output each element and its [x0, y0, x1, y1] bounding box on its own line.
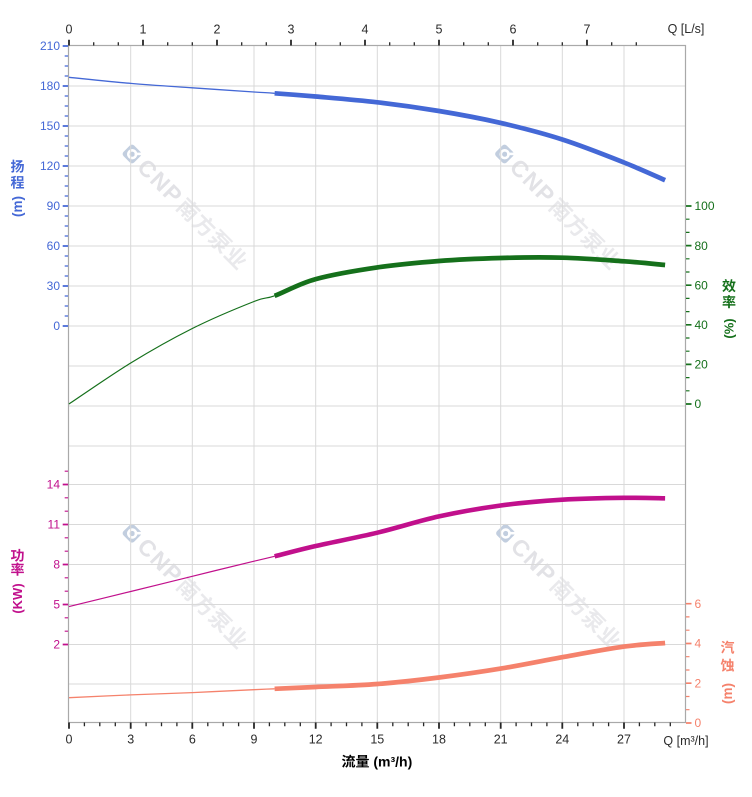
svg-text:(m): (m) [720, 683, 735, 704]
svg-text:Q [m³/h]: Q [m³/h] [663, 734, 708, 748]
svg-text:4: 4 [695, 637, 702, 651]
svg-text:5: 5 [53, 598, 60, 612]
svg-text:9: 9 [251, 733, 258, 747]
svg-text:3: 3 [288, 23, 295, 37]
svg-text:7: 7 [584, 23, 591, 37]
svg-text:60: 60 [47, 239, 61, 253]
svg-text:21: 21 [494, 733, 508, 747]
svg-text:6: 6 [695, 597, 702, 611]
svg-text:27: 27 [617, 733, 631, 747]
svg-text:0: 0 [66, 23, 73, 37]
svg-text:18: 18 [432, 733, 446, 747]
svg-text:12: 12 [309, 733, 323, 747]
svg-text:8: 8 [53, 558, 60, 572]
svg-text:(%): (%) [722, 318, 737, 338]
svg-text:1: 1 [140, 23, 147, 37]
svg-text:5: 5 [436, 23, 443, 37]
svg-text:30: 30 [47, 279, 61, 293]
svg-text:180: 180 [40, 79, 60, 93]
svg-text:2: 2 [53, 638, 60, 652]
svg-text:100: 100 [695, 199, 715, 213]
svg-text:(KW): (KW) [10, 583, 25, 613]
svg-text:0: 0 [53, 319, 60, 333]
svg-text:3: 3 [127, 733, 134, 747]
svg-text:210: 210 [40, 39, 60, 53]
svg-text:6: 6 [510, 23, 517, 37]
svg-text:Q [L/s]: Q [L/s] [668, 22, 705, 36]
svg-text:15: 15 [370, 733, 384, 747]
svg-text:0: 0 [66, 733, 73, 747]
svg-text:14: 14 [47, 478, 61, 492]
svg-text:(m): (m) [10, 196, 25, 217]
svg-text:4: 4 [362, 23, 369, 37]
svg-text:80: 80 [695, 239, 709, 253]
svg-text:0: 0 [695, 397, 702, 411]
svg-text:60: 60 [695, 278, 709, 292]
svg-text:(m³/h): (m³/h) [373, 754, 412, 770]
svg-text:2: 2 [695, 676, 702, 690]
svg-text:120: 120 [40, 159, 60, 173]
svg-text:6: 6 [189, 733, 196, 747]
svg-text:0: 0 [695, 716, 702, 730]
svg-text:40: 40 [695, 318, 709, 332]
svg-text:150: 150 [40, 119, 60, 133]
svg-text:20: 20 [695, 358, 709, 372]
svg-text:11: 11 [48, 518, 61, 532]
svg-text:2: 2 [214, 23, 221, 37]
svg-text:90: 90 [47, 199, 61, 213]
svg-text:24: 24 [555, 733, 569, 747]
